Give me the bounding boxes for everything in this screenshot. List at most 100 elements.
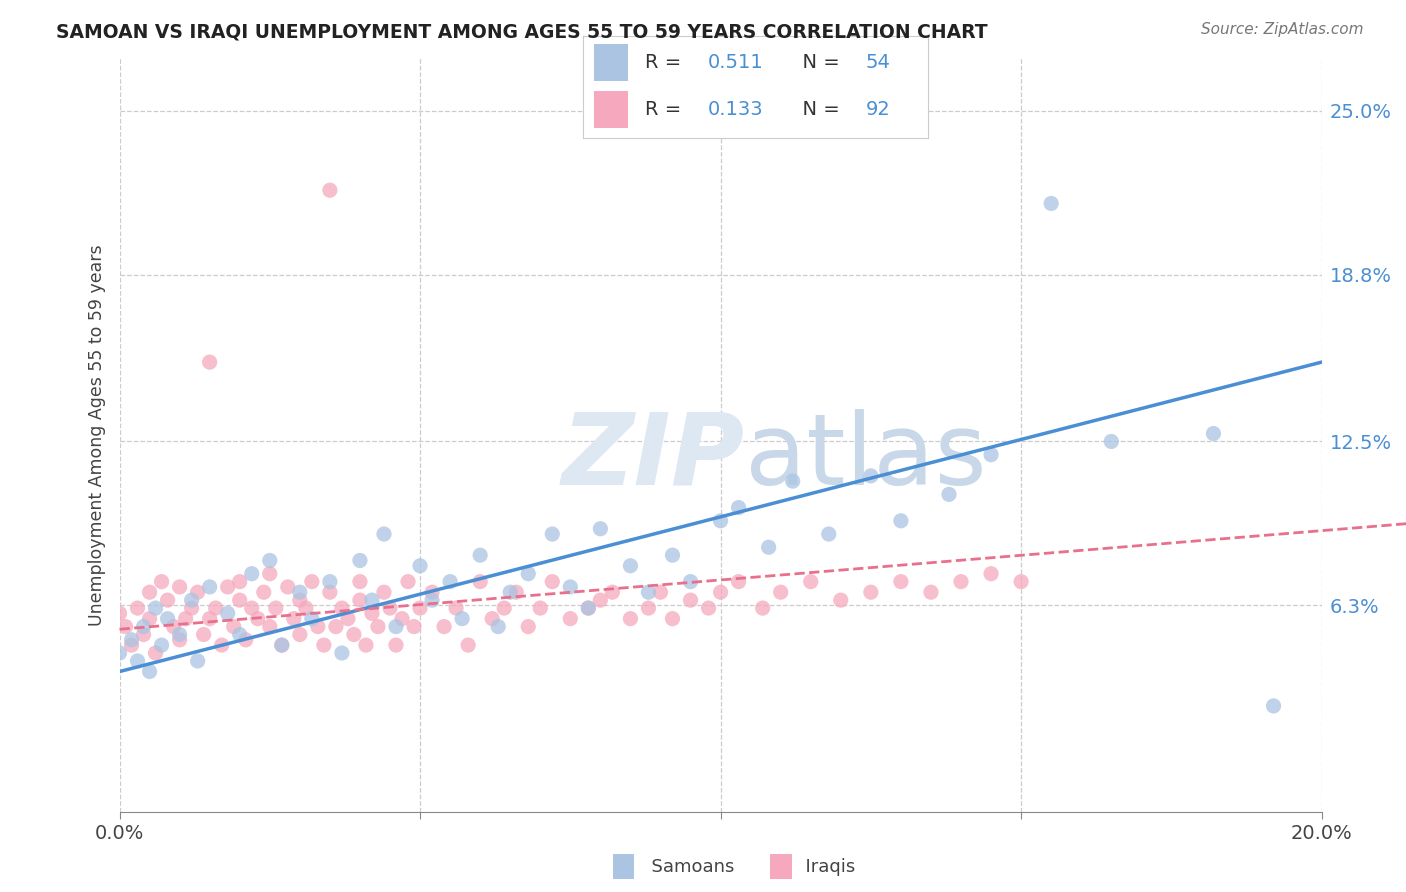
Point bbox=[451, 612, 474, 626]
Point bbox=[367, 619, 389, 633]
Point bbox=[1202, 426, 1225, 441]
Point bbox=[1099, 434, 1122, 449]
Point bbox=[661, 548, 683, 562]
Point bbox=[409, 601, 432, 615]
Point bbox=[349, 593, 371, 607]
Point bbox=[240, 566, 263, 581]
Point bbox=[121, 632, 143, 647]
Text: N =: N = bbox=[790, 53, 846, 72]
Point bbox=[169, 627, 191, 641]
Point bbox=[517, 619, 540, 633]
Point bbox=[288, 627, 311, 641]
Point bbox=[198, 355, 221, 369]
Point bbox=[378, 601, 401, 615]
Point bbox=[270, 638, 292, 652]
Point bbox=[751, 601, 773, 615]
Point bbox=[619, 558, 641, 573]
Point bbox=[295, 601, 318, 615]
Point bbox=[529, 601, 551, 615]
Point bbox=[1263, 698, 1285, 713]
Point bbox=[589, 522, 612, 536]
Bar bbox=[593, 44, 628, 81]
Point bbox=[228, 574, 252, 589]
Point bbox=[457, 638, 479, 652]
Point bbox=[259, 619, 281, 633]
Point bbox=[198, 580, 221, 594]
Point bbox=[560, 612, 582, 626]
Point bbox=[859, 468, 882, 483]
Point bbox=[650, 585, 672, 599]
Point bbox=[391, 612, 413, 626]
Point bbox=[576, 601, 599, 615]
Point bbox=[709, 514, 731, 528]
Point bbox=[661, 612, 683, 626]
Point bbox=[301, 612, 323, 626]
Point bbox=[187, 585, 209, 599]
Point bbox=[637, 601, 659, 615]
Point bbox=[270, 638, 292, 652]
Point bbox=[138, 665, 160, 679]
Point bbox=[468, 574, 492, 589]
Point bbox=[980, 566, 1002, 581]
Point bbox=[727, 574, 749, 589]
Point bbox=[132, 619, 155, 633]
Point bbox=[727, 500, 749, 515]
Point bbox=[679, 593, 702, 607]
Text: atlas: atlas bbox=[745, 409, 986, 506]
Point bbox=[1040, 196, 1063, 211]
Point bbox=[204, 601, 226, 615]
Point bbox=[439, 574, 461, 589]
Text: 0.133: 0.133 bbox=[707, 100, 763, 119]
Point bbox=[145, 601, 167, 615]
Point bbox=[288, 585, 311, 599]
Text: N =: N = bbox=[790, 100, 846, 119]
Point bbox=[319, 574, 342, 589]
Point bbox=[481, 612, 503, 626]
Y-axis label: Unemployment Among Ages 55 to 59 years: Unemployment Among Ages 55 to 59 years bbox=[87, 244, 105, 625]
Point bbox=[505, 585, 527, 599]
Point bbox=[277, 580, 299, 594]
Point bbox=[920, 585, 942, 599]
Point bbox=[409, 558, 432, 573]
Text: 0.511: 0.511 bbox=[707, 53, 763, 72]
Point bbox=[486, 619, 509, 633]
Point bbox=[228, 627, 252, 641]
Text: ZIP: ZIP bbox=[561, 409, 745, 506]
Point bbox=[138, 612, 160, 626]
Point bbox=[679, 574, 702, 589]
Point bbox=[319, 183, 342, 197]
Point bbox=[330, 601, 353, 615]
Point bbox=[385, 619, 408, 633]
Point bbox=[319, 585, 342, 599]
Point bbox=[950, 574, 973, 589]
Point bbox=[283, 612, 305, 626]
Point bbox=[198, 612, 221, 626]
Point bbox=[180, 593, 202, 607]
Point bbox=[121, 638, 143, 652]
Point bbox=[373, 585, 395, 599]
Point bbox=[697, 601, 720, 615]
Text: 92: 92 bbox=[866, 100, 891, 119]
Point bbox=[132, 627, 155, 641]
Point bbox=[890, 514, 912, 528]
Point bbox=[468, 548, 492, 562]
Point bbox=[264, 601, 287, 615]
Point bbox=[253, 585, 276, 599]
Point bbox=[288, 593, 311, 607]
Point bbox=[938, 487, 960, 501]
Point bbox=[114, 619, 136, 633]
Point bbox=[127, 601, 149, 615]
Point bbox=[193, 627, 215, 641]
Point bbox=[150, 574, 173, 589]
Point bbox=[830, 593, 852, 607]
Point bbox=[349, 553, 371, 567]
Point bbox=[180, 601, 202, 615]
Point bbox=[174, 612, 197, 626]
Point bbox=[402, 619, 425, 633]
Point bbox=[637, 585, 659, 599]
Point bbox=[361, 607, 384, 621]
Point bbox=[420, 585, 443, 599]
Point bbox=[361, 593, 384, 607]
Point bbox=[619, 612, 641, 626]
Point bbox=[499, 585, 522, 599]
